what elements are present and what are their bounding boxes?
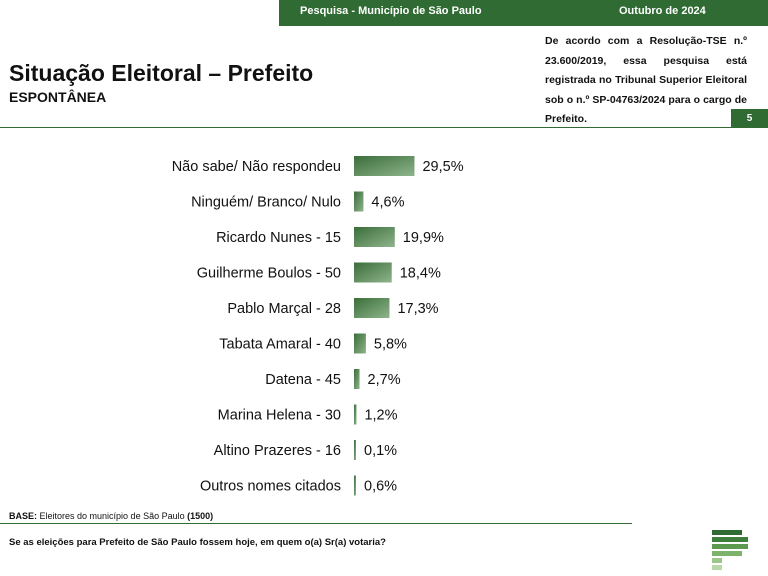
bar bbox=[354, 156, 415, 176]
value-label: 17,3% bbox=[397, 301, 438, 317]
bar bbox=[354, 475, 356, 496]
value-label: 19,9% bbox=[403, 230, 444, 246]
value-label: 0,6% bbox=[364, 479, 397, 495]
bar bbox=[354, 440, 356, 460]
category-label: Marina Helena - 30 bbox=[218, 408, 341, 424]
header-bar: Pesquisa - Município de São Paulo Outubr… bbox=[279, 0, 768, 26]
bar bbox=[354, 262, 392, 283]
bar bbox=[354, 404, 357, 425]
category-label: Guilherme Boulos - 50 bbox=[197, 266, 341, 282]
bar-chart: Não sabe/ Não respondeu 29,5% Ninguém/ Bra… bbox=[172, 156, 464, 496]
brand-logo-icon bbox=[712, 530, 748, 570]
bar bbox=[354, 298, 390, 318]
base-label: BASE: bbox=[9, 511, 38, 521]
footer-divider bbox=[0, 523, 632, 524]
category-label: Tabata Amaral - 40 bbox=[219, 337, 341, 353]
survey-date: Outubro de 2024 bbox=[619, 5, 706, 17]
category-label: Ninguém/ Branco/ Nulo bbox=[191, 195, 341, 211]
category-label: Datena - 45 bbox=[265, 372, 341, 388]
registration-notice: De acordo com a Resolução-TSE n.º 23.600… bbox=[545, 35, 747, 125]
bar bbox=[354, 227, 395, 247]
value-label: 4,6% bbox=[371, 195, 404, 211]
category-label: Não sabe/ Não respondeu bbox=[172, 159, 341, 175]
page-title: Situação Eleitoral – Prefeito bbox=[9, 60, 314, 86]
category-label: Outros nomes citados bbox=[200, 479, 341, 495]
survey-label: Pesquisa - Município de São Paulo bbox=[300, 5, 482, 17]
page-number: 5 bbox=[731, 109, 768, 128]
value-label: 1,2% bbox=[364, 408, 397, 424]
bar bbox=[354, 369, 360, 389]
page-subtitle: ESPONTÂNEA bbox=[9, 89, 107, 105]
category-label: Pablo Marçal - 28 bbox=[227, 301, 341, 317]
base-note: BASE: Eleitores do município de São Paul… bbox=[9, 511, 213, 521]
category-label: Ricardo Nunes - 15 bbox=[216, 230, 341, 246]
value-label: 0,1% bbox=[364, 443, 397, 459]
base-count: (1500) bbox=[187, 511, 214, 521]
base-text: Eleitores do município de São Paulo bbox=[37, 511, 188, 521]
bar bbox=[354, 333, 366, 354]
value-label: 2,7% bbox=[368, 372, 401, 388]
header-divider bbox=[0, 127, 731, 128]
value-label: 29,5% bbox=[422, 159, 463, 175]
category-label: Altino Prazeres - 16 bbox=[214, 443, 341, 459]
value-label: 18,4% bbox=[400, 266, 441, 282]
value-label: 5,8% bbox=[374, 337, 407, 353]
bar bbox=[354, 191, 364, 212]
survey-question: Se as eleições para Prefeito de São Paul… bbox=[9, 537, 386, 548]
